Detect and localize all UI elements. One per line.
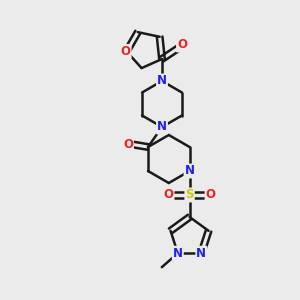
Text: N: N: [184, 164, 195, 178]
Text: O: O: [177, 38, 187, 52]
Text: O: O: [164, 188, 174, 202]
Text: O: O: [121, 45, 130, 58]
Text: O: O: [123, 137, 133, 151]
Text: N: N: [157, 74, 167, 88]
Text: O: O: [206, 188, 216, 202]
Text: N: N: [173, 247, 183, 260]
Text: N: N: [157, 121, 167, 134]
Text: S: S: [185, 188, 194, 202]
Text: N: N: [196, 247, 206, 260]
